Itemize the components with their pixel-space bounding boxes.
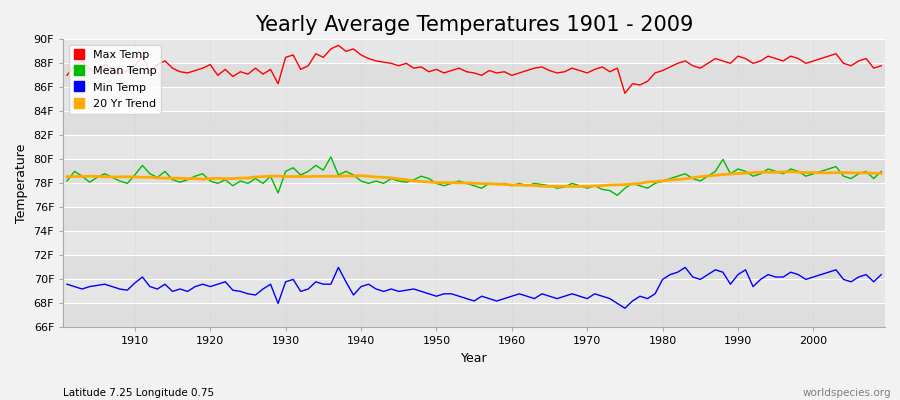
Text: Latitude 7.25 Longitude 0.75: Latitude 7.25 Longitude 0.75 — [63, 388, 214, 398]
Bar — [63, 159, 885, 183]
Bar — [63, 255, 885, 280]
Bar — [63, 207, 885, 231]
Text: worldspecies.org: worldspecies.org — [803, 388, 891, 398]
Title: Yearly Average Temperatures 1901 - 2009: Yearly Average Temperatures 1901 - 2009 — [255, 15, 693, 35]
Bar — [63, 63, 885, 87]
Bar — [63, 304, 885, 328]
Legend: Max Temp, Mean Temp, Min Temp, 20 Yr Trend: Max Temp, Mean Temp, Min Temp, 20 Yr Tre… — [68, 45, 161, 114]
Y-axis label: Temperature: Temperature — [15, 144, 28, 223]
Bar — [63, 111, 885, 135]
X-axis label: Year: Year — [461, 352, 488, 365]
